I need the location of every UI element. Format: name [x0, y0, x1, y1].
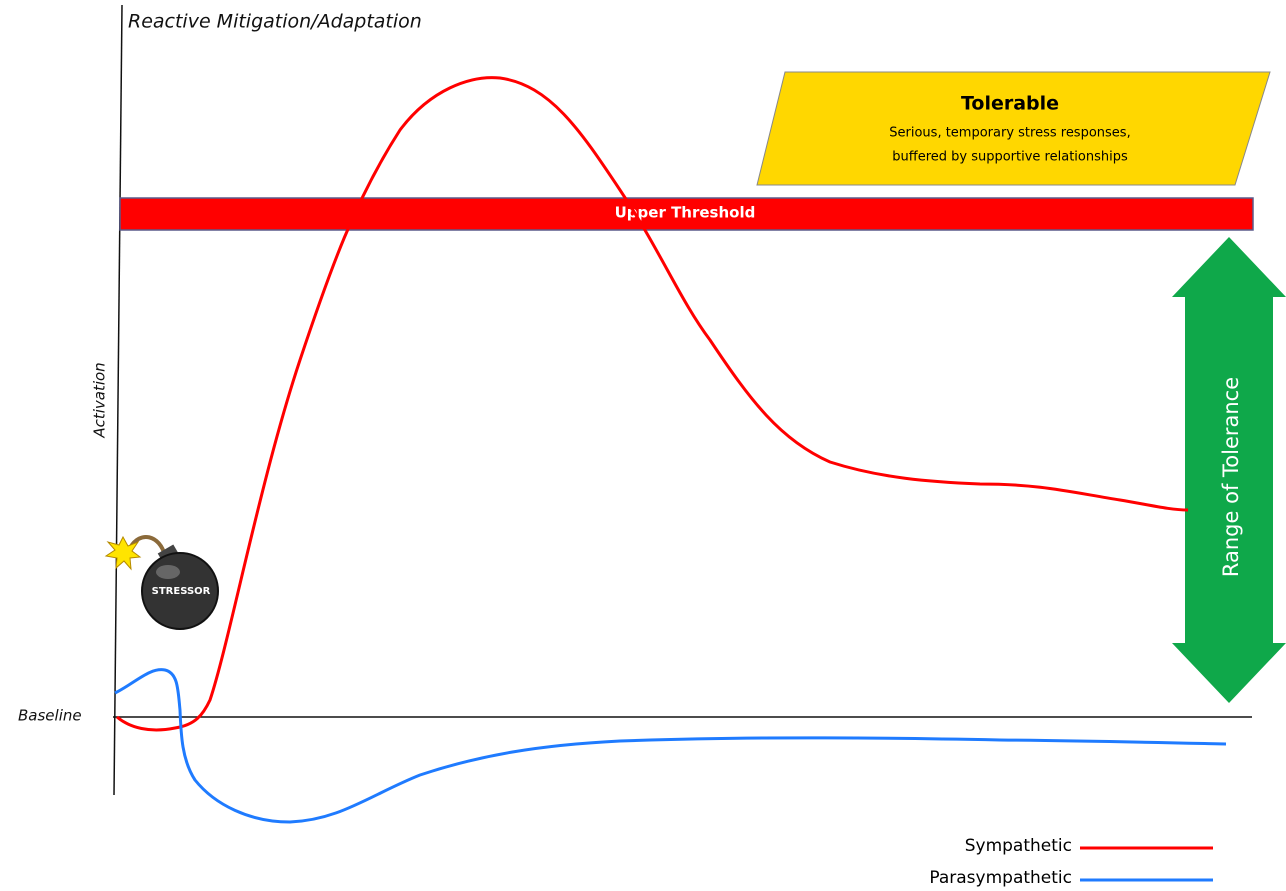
- parasympathetic-curve: [114, 668, 1227, 824]
- legend-label: Sympathetic: [965, 836, 1072, 856]
- tolerable-line: buffered by supportive relationships: [892, 150, 1128, 165]
- tolerable-box: [756, 71, 1271, 186]
- upper-threshold-label: Upper Threshold: [615, 204, 756, 222]
- legend-label: Parasympathetic: [929, 868, 1072, 888]
- tolerable-title: Tolerable: [961, 93, 1059, 115]
- stressor-bomb: STRESSOR: [104, 535, 219, 630]
- y-axis-label: Activation: [91, 362, 109, 438]
- title: Reactive Mitigation/Adaptation: [128, 11, 422, 33]
- range-arrow: [1172, 237, 1286, 703]
- range-label: Range of Tolerance: [1219, 377, 1243, 577]
- baseline-label: Baseline: [18, 707, 82, 725]
- stressor-label: STRESSOR: [152, 586, 211, 597]
- y-axis: [113, 4, 123, 796]
- tolerable-line: Serious, temporary stress responses,: [889, 126, 1130, 141]
- upper-threshold-bar: [119, 197, 1254, 231]
- sympathetic-curve: [116, 76, 1189, 732]
